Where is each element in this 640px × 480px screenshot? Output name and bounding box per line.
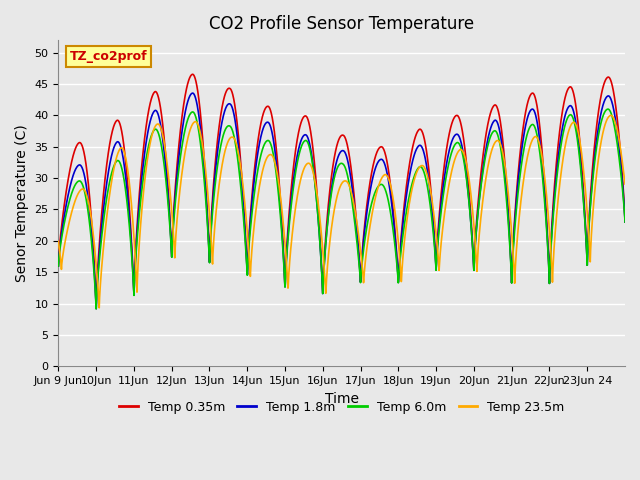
Legend: Temp 0.35m, Temp 1.8m, Temp 6.0m, Temp 23.5m: Temp 0.35m, Temp 1.8m, Temp 6.0m, Temp 2…	[114, 396, 570, 419]
X-axis label: Time: Time	[324, 392, 358, 406]
Y-axis label: Senor Temperature (C): Senor Temperature (C)	[15, 124, 29, 282]
Title: CO2 Profile Sensor Temperature: CO2 Profile Sensor Temperature	[209, 15, 474, 33]
Text: TZ_co2prof: TZ_co2prof	[70, 50, 147, 63]
